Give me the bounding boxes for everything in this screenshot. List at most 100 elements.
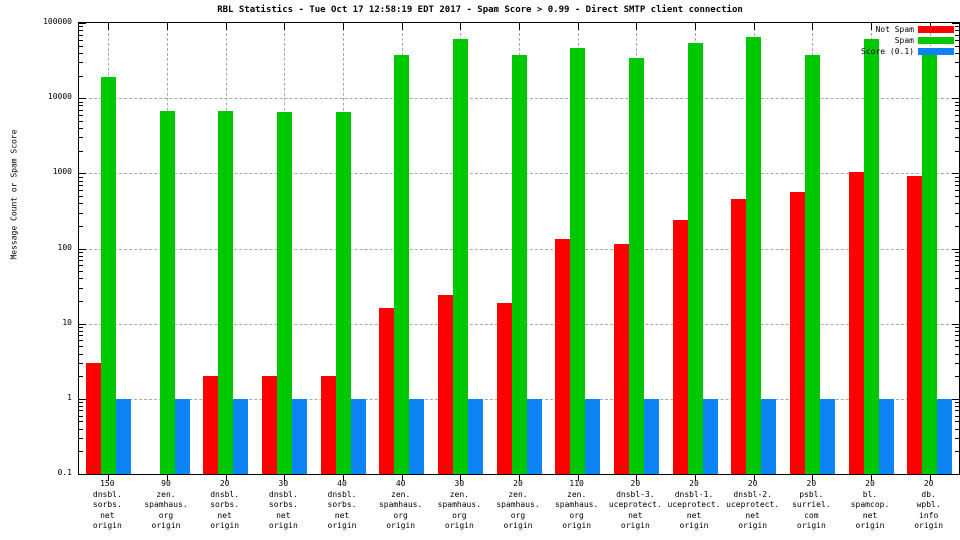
y-axis-minor-tick xyxy=(79,353,83,355)
x-axis-tick xyxy=(753,474,755,481)
y-axis-minor-tick xyxy=(79,52,83,54)
bar-notspam xyxy=(731,198,747,474)
y-axis-minor-tick xyxy=(79,410,83,412)
bar-group xyxy=(907,23,953,474)
bar-notspam xyxy=(613,243,629,474)
y-axis-minor-tick xyxy=(955,62,959,64)
legend: Not Spam Spam Score (0.1) xyxy=(838,24,954,57)
y-axis-tick xyxy=(952,398,959,400)
x-tick-label: 20 dnsbl-3. uceprotect. net origin xyxy=(608,479,662,530)
y-axis-minor-tick xyxy=(79,340,83,342)
x-axis-tick-top xyxy=(577,23,579,30)
bar-notspam xyxy=(496,302,512,474)
y-axis-minor-tick xyxy=(79,402,83,404)
y-axis-minor-tick xyxy=(955,265,959,267)
bar-notspam xyxy=(789,192,805,474)
x-axis-tick xyxy=(812,474,814,481)
y-tick-label: 100 xyxy=(57,242,72,252)
y-axis-minor-tick xyxy=(79,212,83,214)
x-axis-tick-top xyxy=(636,23,638,30)
y-axis-minor-tick xyxy=(79,109,83,111)
y-axis-minor-tick xyxy=(79,30,83,32)
bar-notspam xyxy=(437,295,453,474)
y-axis-minor-tick xyxy=(79,190,83,191)
y-tick-label: 1 xyxy=(67,392,72,402)
y-axis-minor-tick xyxy=(79,34,83,36)
x-axis-tick-top xyxy=(519,23,520,30)
y-axis-minor-tick xyxy=(79,195,83,197)
x-tick-label: 40 zen. spamhaus. org origin xyxy=(378,479,423,530)
y-axis-minor-tick xyxy=(955,30,959,32)
bar-notspam xyxy=(672,219,688,474)
y-axis-minor-tick xyxy=(955,346,959,348)
page-title: RBL Statistics - Tue Oct 17 12:58:19 EDT… xyxy=(217,5,743,15)
y-axis-minor-tick xyxy=(955,438,959,440)
x-tick-label: 110 zen. spamhaus. org origin xyxy=(554,479,599,530)
bar-spam xyxy=(804,54,820,474)
y-tick-label: 100000 xyxy=(43,17,72,26)
x-tick-label: 20 dnsbl-1. uceprotect. net origin xyxy=(667,479,721,530)
y-axis-minor-tick xyxy=(79,45,83,47)
bar-group xyxy=(555,23,601,474)
y-axis-minor-tick xyxy=(955,137,959,139)
y-axis-minor-tick xyxy=(955,410,959,412)
x-tick-label: 20 db. wpbl. info origin xyxy=(914,479,944,530)
bar-score xyxy=(291,398,307,474)
bar-spam xyxy=(922,49,938,474)
y-tick-label: 0.1 xyxy=(57,468,72,477)
x-axis-tick xyxy=(108,474,110,481)
y-axis-minor-tick xyxy=(955,114,959,116)
x-axis-tick-top xyxy=(401,23,403,30)
y-axis-minor-tick xyxy=(79,203,83,205)
x-axis-tick xyxy=(460,474,462,481)
bar-group xyxy=(320,23,366,474)
y-axis-tick xyxy=(79,474,86,475)
y-axis-minor-tick xyxy=(955,101,959,103)
bar-group xyxy=(85,23,131,474)
y-axis-minor-tick xyxy=(79,39,83,41)
y-axis-minor-tick xyxy=(955,75,959,77)
y-axis-minor-tick xyxy=(955,45,959,47)
bar-group xyxy=(379,23,425,474)
y-axis-minor-tick xyxy=(955,260,959,262)
bar-group xyxy=(731,23,777,474)
x-axis-tick-top xyxy=(695,23,696,30)
y-axis-minor-tick xyxy=(79,26,83,28)
y-axis-tick xyxy=(952,173,959,175)
y-axis-tick xyxy=(952,474,959,475)
bar-score xyxy=(761,398,777,474)
y-axis-minor-tick xyxy=(79,376,83,378)
x-axis-tick-top xyxy=(753,23,755,30)
x-axis-tick-top xyxy=(108,23,110,30)
x-axis-tick xyxy=(343,474,344,481)
y-axis-minor-tick xyxy=(79,137,83,139)
x-axis-tick xyxy=(636,474,638,481)
bar-group xyxy=(496,23,542,474)
x-axis-tick xyxy=(225,474,227,481)
y-axis-minor-tick xyxy=(79,180,83,182)
y-axis-minor-tick xyxy=(79,260,83,262)
y-axis-minor-tick xyxy=(955,105,959,107)
y-axis-minor-tick xyxy=(955,184,959,186)
y-axis-minor-tick xyxy=(955,176,959,178)
bar-spam xyxy=(687,43,703,474)
bar-group xyxy=(203,23,249,474)
legend-swatch xyxy=(918,26,954,33)
legend-label: Not Spam xyxy=(875,25,914,34)
x-tick-label: 40 dnsbl. sorbs. net origin xyxy=(327,479,357,530)
x-axis-tick xyxy=(167,474,168,481)
plot-area xyxy=(78,22,960,481)
y-axis-minor-tick xyxy=(79,176,83,178)
y-axis-minor-tick xyxy=(79,330,83,332)
legend-item: Score (0.1) xyxy=(838,46,954,57)
bar-group xyxy=(145,23,190,474)
y-axis-minor-tick xyxy=(79,346,83,348)
y-axis-minor-tick xyxy=(79,265,83,267)
bar-score xyxy=(409,398,425,474)
y-axis-minor-tick xyxy=(955,428,959,430)
x-axis-tick xyxy=(577,474,579,481)
x-tick-label: 20 dnsbl-2. uceprotect. net origin xyxy=(726,479,780,530)
y-axis-minor-tick xyxy=(79,327,83,329)
y-axis-minor-tick xyxy=(79,75,83,77)
bar-notspam xyxy=(320,376,336,474)
